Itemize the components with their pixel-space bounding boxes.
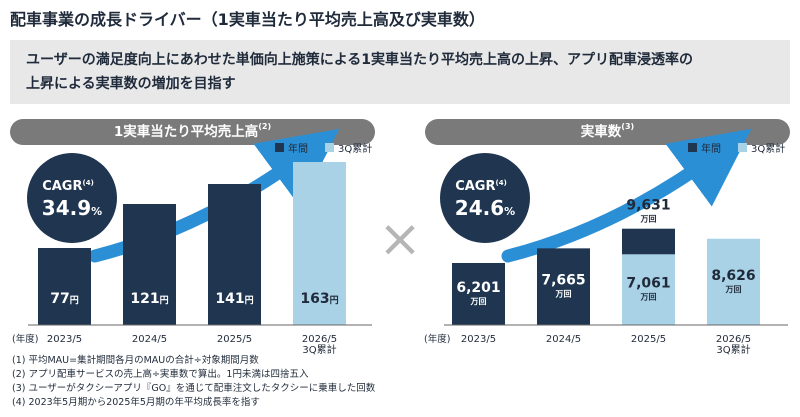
chart-1-growth-arrow	[88, 128, 340, 263]
chart-2-year-unit: (年度)	[424, 333, 450, 345]
chart-2-bar-4	[707, 238, 760, 325]
chart-2-x-tick-4-line2: 3Q累計	[716, 343, 750, 356]
footnote-2: (2) アプリ配車サービスの売上高÷実車数で算出。1円未満は四捨五入	[12, 369, 309, 380]
chart-1-cagr-circle	[27, 153, 117, 243]
chart-2-bar-1-value-label: 6,201	[456, 280, 500, 296]
chart-1-bar-3-value-label: 141円	[215, 291, 253, 307]
chart-1-bar-1-value-label: 77円	[50, 291, 79, 307]
chart-1-x-tick-4: 2026/5	[302, 334, 337, 345]
footnote-1: (1) 平均MAU=集計期間各月のMAUの合計÷対象期間月数	[12, 355, 259, 366]
multiply-icon: ×	[378, 209, 422, 269]
chart-1-bar-2-value-label: 121円	[130, 291, 168, 307]
chart-2-legend-annual-label: 年間	[701, 142, 721, 155]
chart-1-x-tick-1: 2023/5	[47, 334, 82, 345]
chart-2-cagr-value: 24.6%	[455, 196, 515, 220]
chart-2-bar-3-inner-unit: 万回	[640, 293, 657, 302]
chart-2-bar-2-unit-label: 万回	[555, 290, 572, 299]
chart-2-x-tick-2: 2024/5	[546, 334, 581, 345]
chart-2-bar-3-annual-part	[622, 228, 675, 255]
chart-2-bar-4-unit-label: 万回	[725, 285, 742, 294]
chart-1-bar-1	[38, 248, 91, 325]
chart-1-legend-q3-label: 3Q累計	[338, 142, 372, 155]
chart-2-bar-3-inner-label: 7,061	[626, 276, 670, 292]
chart-1-bar-4	[293, 162, 346, 325]
summary-line-2: 上昇による実車数の増加を目指す	[26, 76, 236, 92]
chart-2-bar-1	[452, 262, 505, 325]
chart-2-bar-4-value-label: 8,626	[711, 268, 755, 284]
chart-1-bar-4-value-label: 163円	[300, 291, 338, 307]
summary-box: ユーザーの満足度向上にあわせた単価向上施策による1実車当たり平均売上高の上昇、ア…	[10, 40, 790, 104]
chart-1-year-unit: (年度)	[12, 333, 38, 345]
chart-1-legend-annual-label: 年間	[288, 142, 308, 155]
chart-1-bar-3	[208, 184, 261, 325]
chart-2-bar-3-q3-part	[622, 254, 675, 325]
footnote-3: (3) ユーザーがタクシーアプリ『GO』を通じて配車注文したタクシーに乗車した回…	[12, 383, 376, 394]
chart-2-x-tick-3: 2025/5	[631, 334, 666, 345]
page-title: 配車事業の成長ドライバー（1実車当たり平均売上高及び実車数）	[10, 10, 485, 29]
chart-2-legend-annual-swatch	[688, 143, 697, 152]
chart-2-bar-3-total-unit: 万回	[640, 215, 657, 224]
footnote-4: (4) 2023年5月期から2025年5月期の年平均成長率を指す	[12, 397, 260, 408]
chart-2-bar-2-value-label: 7,665	[541, 273, 585, 289]
chart-2-legend-q3-label: 3Q累計	[751, 142, 785, 155]
chart-2-bar-1-unit-label: 万回	[470, 297, 487, 306]
chart-2-legend-q3-swatch	[738, 143, 747, 152]
chart-2-x-tick-4: 2026/5	[716, 334, 751, 345]
chart-1-cagr-label: CAGR(4)	[42, 179, 94, 194]
chart-2-title-note: (3)	[621, 122, 635, 131]
chart-2-growth-arrow	[501, 128, 752, 263]
chart-1-title-note: (2)	[258, 122, 272, 131]
chart-1-legend-annual-swatch	[275, 143, 284, 152]
chart-1-legend-q3-swatch	[325, 143, 334, 152]
chart-1-cagr-value: 34.9%	[42, 196, 102, 220]
chart-1-x-tick-2: 2024/5	[132, 334, 167, 345]
chart-2-bar-3-total-label: 9,631	[626, 198, 670, 214]
chart-2-bar-2	[537, 248, 590, 325]
chart-2-cagr-circle	[440, 153, 530, 243]
chart-1-bar-2	[123, 204, 176, 325]
chart-1-x-tick-3: 2025/5	[217, 334, 252, 345]
chart-2-x-tick-1: 2023/5	[461, 334, 496, 345]
chart-2-title: 実車数	[580, 124, 622, 140]
chart-1-title: 1実車当たり平均売上高	[113, 124, 259, 140]
summary-line-1: ユーザーの満足度向上にあわせた単価向上施策による1実車当たり平均売上高の上昇、ア…	[26, 52, 694, 68]
chart-1-x-tick-4-line2: 3Q累計	[302, 343, 336, 356]
chart-2-cagr-label: CAGR(4)	[455, 179, 507, 194]
